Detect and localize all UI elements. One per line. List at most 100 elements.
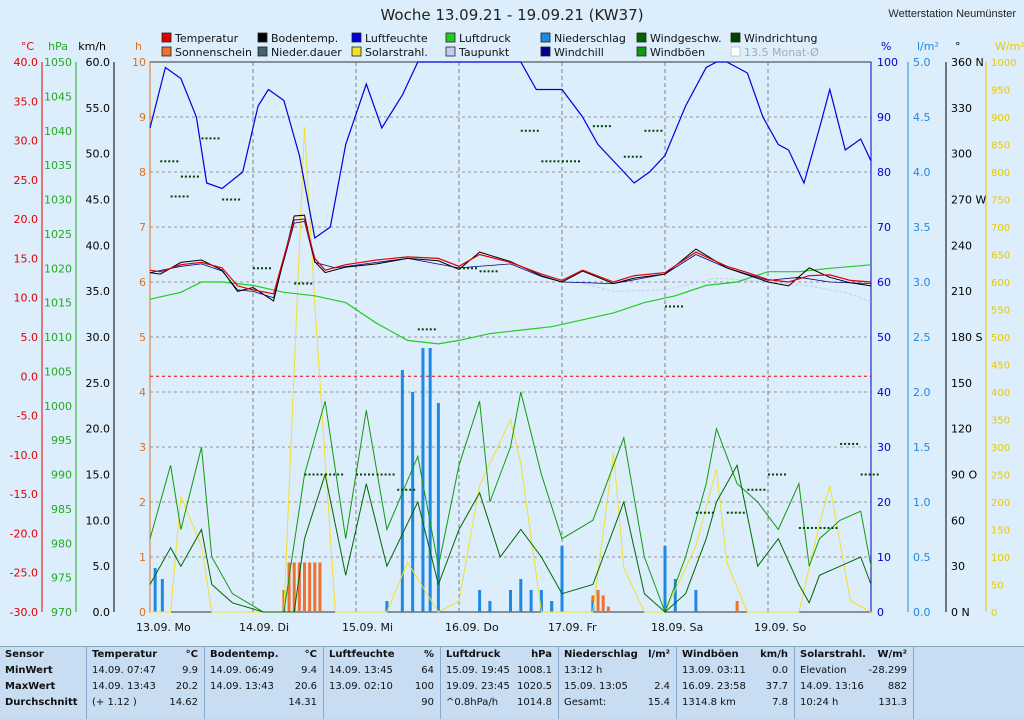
y-tick-label: 40.0 — [14, 56, 39, 69]
stats-value: 1014.8 — [517, 697, 552, 708]
precipitation-bar — [478, 590, 482, 612]
y-tick-label: 150 — [991, 526, 1010, 537]
wind-direction-dot — [429, 328, 432, 331]
wind-direction-dot — [652, 129, 655, 132]
precipitation-bar — [539, 590, 543, 612]
stats-cell: 16.09. 23:58 — [682, 681, 746, 692]
wind-direction-dot — [695, 511, 698, 514]
stats-col-unit: % — [423, 649, 434, 660]
wind-direction-dot — [164, 160, 167, 163]
y-tick-label: 50.0 — [86, 148, 111, 161]
y-tick-label: 25.0 — [14, 174, 39, 187]
wind-direction-dot — [467, 267, 469, 270]
stats-col-title: Temperatur — [92, 649, 158, 660]
legend-swatch — [351, 32, 362, 43]
wind-direction-dot — [425, 328, 428, 331]
precipitation-bar — [694, 590, 698, 612]
y-tick-label: 1000 — [991, 58, 1016, 69]
wind-direction-dot — [308, 473, 311, 476]
stats-value: 64 — [421, 665, 434, 676]
wind-direction-dot — [660, 129, 663, 132]
wind-direction-dot — [333, 473, 336, 476]
stats-col-solarstrahl: Solarstrahl. W/m² Elevation -28.299 14.09.… — [795, 647, 914, 719]
wind-direction-dot — [261, 267, 263, 270]
y-tick-label: 25.0 — [86, 377, 111, 390]
wind-direction-dot — [549, 160, 552, 163]
wind-direction-dot — [182, 195, 185, 198]
wind-direction-dot — [294, 282, 297, 285]
wind-direction-dot — [392, 473, 395, 476]
sunshine-bar — [303, 562, 306, 612]
wind-direction-dot — [364, 473, 366, 476]
legend-label: Solarstrahl. — [365, 46, 428, 59]
wind-direction-dot — [186, 195, 189, 198]
wind-direction-dot — [368, 473, 370, 476]
wind-direction-dot — [491, 270, 494, 273]
wind-direction-dot — [545, 160, 548, 163]
axis-unit-label: km/h — [78, 40, 106, 53]
y-tick-label: 30 — [951, 560, 965, 573]
y-tick-label: 1000 — [44, 400, 72, 413]
stats-cell: Gesamt: — [564, 697, 607, 708]
wind-direction-dot — [665, 305, 667, 308]
y-tick-label: 800 — [991, 168, 1010, 179]
stats-col-niederschlag: Niederschlag l/m² 13:12 h 15.09. 13:05 2.4… — [559, 647, 677, 719]
stats-col-title: Windböen — [682, 649, 739, 660]
wind-direction-dot — [734, 511, 737, 514]
precipitation-bar — [421, 348, 425, 612]
stats-col-title: Luftfeuchte — [329, 649, 395, 660]
y-tick-label: 1 — [139, 551, 146, 564]
chart-title: Woche 13.09.21 - 19.09.21 (KW37) — [380, 6, 644, 24]
y-tick-label: 90 O — [951, 469, 977, 482]
y-tick-label: 2.0 — [913, 386, 931, 399]
wind-direction-dot — [298, 282, 301, 285]
y-tick-label: 180 S — [951, 331, 982, 344]
y-tick-label: 20.0 — [86, 423, 111, 436]
wind-direction-dot — [776, 473, 778, 476]
wind-direction-dot — [726, 511, 729, 514]
wind-direction-dot — [844, 442, 847, 445]
y-tick-label: 5.0 — [913, 56, 931, 69]
y-tick-label: 700 — [991, 223, 1010, 234]
y-tick-label: 5 — [139, 331, 146, 344]
precipitation-bar — [411, 392, 415, 612]
stats-value: 14.62 — [169, 697, 198, 708]
y-tick-label: 950 — [991, 86, 1010, 97]
wind-direction-dot — [876, 473, 879, 476]
x-tick-label: 19.09. So — [754, 621, 806, 634]
wind-direction-dot — [520, 129, 523, 132]
wind-direction-dot — [730, 511, 733, 514]
stats-cell: 15.09. 19:45 — [446, 665, 510, 676]
stats-col-title: Luftdruck — [446, 649, 501, 660]
wind-direction-dot — [864, 473, 867, 476]
wind-direction-dot — [320, 473, 323, 476]
y-tick-label: 60.0 — [86, 56, 111, 69]
y-tick-label: 0.0 — [21, 370, 39, 383]
y-tick-label: 200 — [991, 498, 1010, 509]
y-tick-label: 600 — [991, 278, 1010, 289]
sunshine-bar — [601, 595, 605, 612]
y-tick-label: 30 — [877, 441, 891, 454]
wind-direction-dot — [557, 160, 560, 163]
y-tick-label: 150 — [951, 377, 972, 390]
y-tick-label: 240 — [951, 239, 972, 252]
wind-direction-dot — [711, 511, 714, 514]
series-humidity-line — [149, 61, 872, 240]
wind-direction-dot — [209, 137, 212, 140]
wind-direction-dot — [329, 473, 332, 476]
wind-direction-dot — [421, 328, 424, 331]
wind-direction-dot — [648, 129, 651, 132]
stats-col-unit: °C — [304, 649, 317, 660]
wind-direction-dot — [669, 305, 671, 308]
wind-direction-dot — [747, 488, 750, 491]
wind-direction-dot — [217, 137, 220, 140]
y-tick-label: 0 — [139, 606, 146, 619]
stats-cell: 14.09. 13:16 — [800, 681, 864, 692]
wind-direction-dot — [341, 473, 344, 476]
wind-direction-dot — [380, 473, 383, 476]
y-tick-label: 350 — [991, 416, 1010, 427]
stats-cell: 14.09. 07:47 — [92, 665, 156, 676]
y-tick-label: 1025 — [44, 228, 72, 241]
y-tick-label: 40 — [877, 386, 891, 399]
wind-direction-dot — [798, 526, 801, 529]
